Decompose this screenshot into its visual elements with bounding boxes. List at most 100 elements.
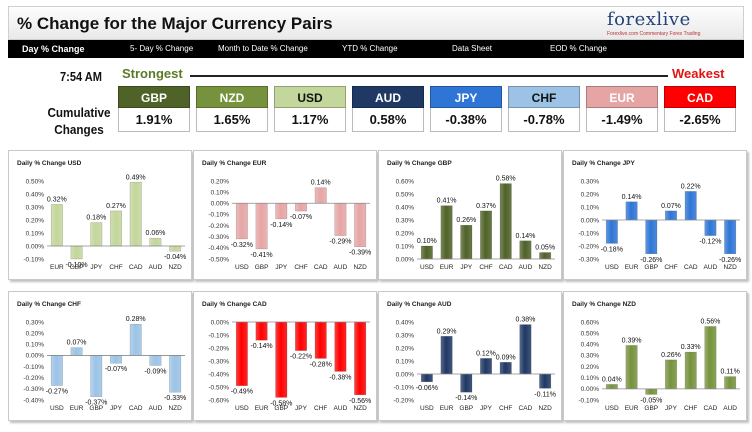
y-tick-label: 0.00%: [211, 201, 230, 208]
currency-name: EUR: [586, 86, 658, 108]
data-label: 0.32%: [47, 196, 67, 203]
category-label: GBP: [274, 405, 288, 412]
data-label: 0.05%: [535, 245, 555, 252]
category-label: EUR: [50, 264, 64, 271]
currency-change-value: 0.58%: [352, 108, 424, 132]
y-tick-label: 0.20%: [396, 345, 415, 352]
category-label: NZD: [168, 264, 182, 271]
data-label: -0.18%: [601, 246, 623, 253]
chart-panel-nzd: Daily % Change NZD -0.10% 0.00% 0.10% 0.20% 0…: [563, 291, 747, 421]
chart-panel-chf: Daily % Change CHF -0.40% -0.30% -0.20% -0.1…: [8, 291, 192, 421]
category-label: AUD: [723, 405, 737, 412]
y-tick-label: 0.50%: [581, 330, 600, 337]
bar-eur: [625, 201, 638, 221]
chart-panel-eur: Daily % Change EUR -0.50% -0.40% -0.30% -0.2…: [193, 150, 377, 280]
bar-cad: [519, 324, 532, 375]
chart-panel-aud: Daily % Change AUD -0.20% -0.10% 0.00% 0.10%…: [378, 291, 562, 421]
y-tick-label: 0.00%: [211, 319, 230, 326]
data-label: -0.32%: [231, 242, 253, 249]
y-tick-label: 0.10%: [211, 189, 230, 196]
category-label: JPY: [295, 405, 308, 412]
y-tick-label: 0.20%: [211, 178, 230, 185]
category-label: CAD: [314, 264, 328, 271]
data-label: -0.12%: [699, 239, 721, 246]
bar-nzd: [539, 373, 552, 389]
tab-5-day-change[interactable]: 5- Day % Change: [130, 44, 194, 53]
bar-gbp: [645, 219, 658, 255]
bar-usd: [235, 203, 248, 240]
y-tick-label: -0.20%: [208, 223, 229, 230]
tab-month-to-date-change[interactable]: Month to Date % Change: [218, 44, 308, 53]
timestamp: 7:54 AM: [60, 69, 102, 84]
bar-jpy: [480, 358, 492, 375]
currency-tile-aud: AUD 0.58%: [352, 86, 424, 132]
y-tick-label: 0.20%: [26, 217, 45, 224]
data-label: 0.12%: [476, 350, 496, 357]
tab-data-sheet[interactable]: Data Sheet: [452, 44, 493, 53]
category-label: CAD: [129, 405, 143, 412]
currency-name: CAD: [664, 86, 736, 108]
category-label: CAD: [499, 264, 513, 271]
currency-change-value: -0.78%: [508, 108, 580, 132]
chart-title: Daily % Change EUR: [202, 160, 267, 167]
category-label: CHF: [109, 264, 122, 271]
data-label: 0.14%: [515, 233, 535, 240]
chart-title: Daily % Change USD: [17, 160, 82, 167]
category-label: AUD: [704, 264, 718, 271]
bar-cad: [129, 182, 142, 247]
chart-title: Daily % Change AUD: [387, 301, 452, 308]
category-label: CAD: [519, 405, 533, 412]
y-tick-label: -0.30%: [23, 386, 44, 393]
category-label: NZD: [538, 264, 552, 271]
y-tick-label: 0.10%: [26, 342, 45, 349]
data-label: -0.56%: [349, 398, 371, 405]
y-tick-label: 0.30%: [581, 178, 600, 185]
bar-gbp: [70, 245, 83, 260]
currency-name: GBP: [118, 86, 190, 108]
bar-cad: [129, 323, 142, 356]
bar-jpy: [295, 321, 307, 351]
bar-cad: [704, 326, 717, 390]
bar-chart: Daily % Change GBP0.00%0.10%0.20%0.30%0.…: [387, 160, 555, 271]
tab-ytd-change[interactable]: YTD % Change: [342, 44, 398, 53]
y-tick-label: -0.60%: [208, 397, 229, 404]
y-tick-label: -0.10%: [578, 230, 599, 237]
y-tick-label: -0.10%: [23, 256, 44, 263]
header-bar: % Change for the Major Currency Pairs fo…: [8, 6, 744, 40]
currency-tile-cad: CAD -2.65%: [664, 86, 736, 132]
data-label: 0.07%: [661, 203, 681, 210]
category-label: CHF: [294, 264, 307, 271]
data-label: 0.09%: [496, 354, 516, 361]
currency-name: AUD: [352, 86, 424, 108]
bar-eur: [625, 345, 638, 390]
y-tick-label: 0.30%: [26, 319, 45, 326]
tab-eod-change[interactable]: EOD % Change: [550, 44, 607, 53]
category-label: AUD: [334, 264, 348, 271]
category-label: AUD: [334, 405, 348, 412]
data-label: -0.14%: [455, 395, 477, 402]
y-tick-label: 0.00%: [26, 243, 45, 250]
y-tick-label: 0.50%: [26, 178, 45, 185]
bar-chf: [295, 203, 307, 212]
category-label: AUD: [149, 405, 163, 412]
y-tick-label: -0.10%: [208, 212, 229, 219]
data-label: -0.37%: [85, 400, 107, 407]
category-label: JPY: [480, 405, 493, 412]
tab-day-change[interactable]: Day % Change: [22, 44, 85, 54]
y-tick-label: 0.10%: [581, 204, 600, 211]
y-tick-label: -0.50%: [208, 384, 229, 391]
chart-title: Daily % Change JPY: [572, 160, 636, 167]
currency-change-value: -0.38%: [430, 108, 502, 132]
category-label: CAD: [704, 405, 718, 412]
cumulative-changes-label: Cumulative Changes: [44, 104, 114, 138]
forexlive-logo[interactable]: forexlive Forexlive.com Commentary Forex…: [607, 9, 703, 37]
y-tick-label: -0.50%: [208, 256, 229, 263]
data-label: 0.14%: [311, 180, 331, 187]
data-label: -0.39%: [349, 250, 371, 257]
currency-tile-usd: USD 1.17%: [274, 86, 346, 132]
y-tick-label: 0.40%: [581, 342, 600, 349]
bar-gbp: [90, 355, 103, 397]
chart-panel-jpy: Daily % Change JPY -0.30% -0.20% -0.10% 0.00…: [563, 150, 747, 280]
data-label: -0.27%: [46, 389, 68, 396]
y-tick-label: 0.20%: [26, 330, 45, 337]
